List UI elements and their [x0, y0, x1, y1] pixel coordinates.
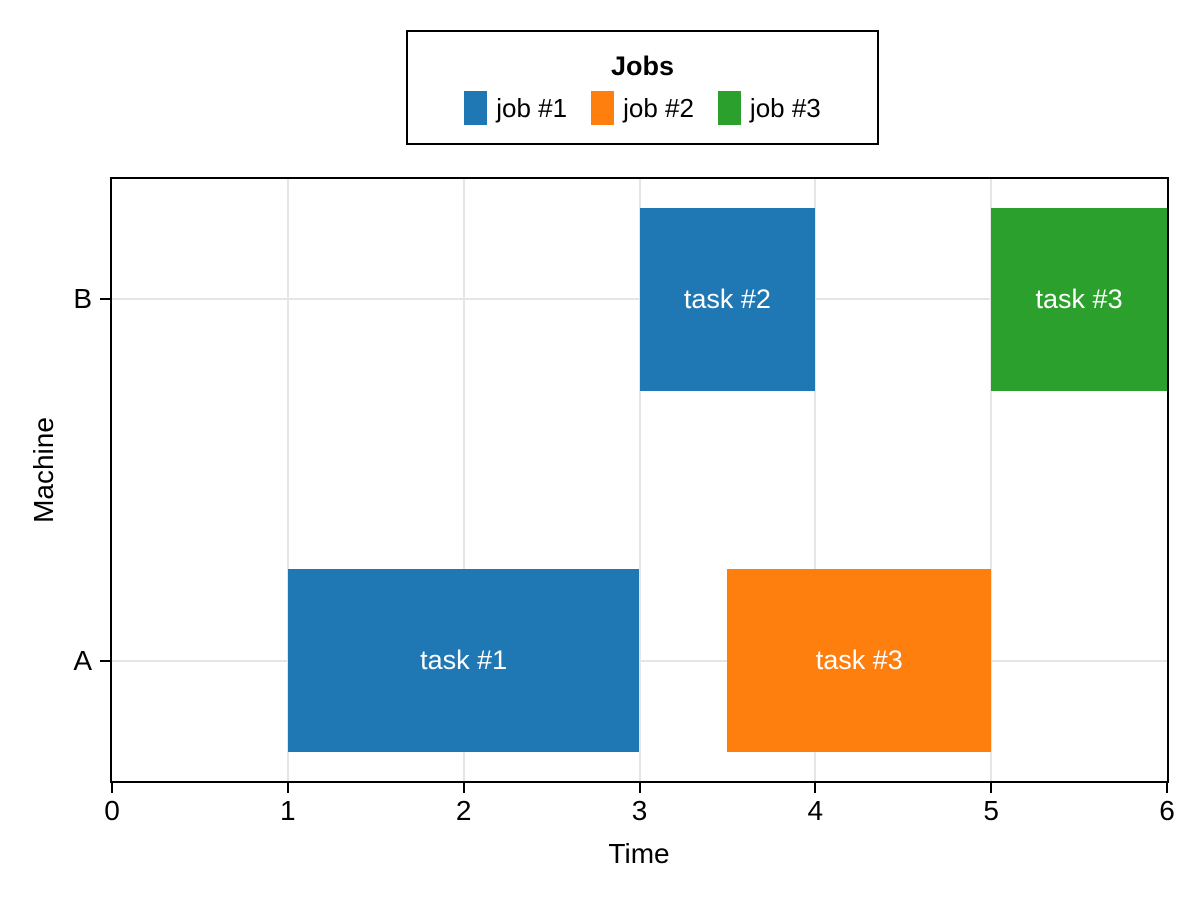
- x-tick-mark: [1166, 783, 1168, 793]
- x-tick-mark: [111, 783, 113, 793]
- legend-item-label: job #3: [749, 92, 821, 123]
- legend-swatch-icon: [717, 91, 741, 126]
- task-bar: task #1: [287, 569, 640, 753]
- x-gridline: [990, 179, 993, 781]
- x-tick-label: 4: [807, 795, 824, 826]
- task-bar-label: task #2: [683, 283, 771, 314]
- legend-item: job #2: [591, 91, 694, 126]
- y-tick-label: B: [73, 283, 92, 315]
- x-tick-mark: [286, 783, 289, 793]
- legend-item-label: job #1: [496, 92, 568, 123]
- y-tick-mark: [100, 659, 110, 662]
- plot-area: task #1 task #3 task #2 task #3: [110, 177, 1169, 783]
- legend-item: job #1: [464, 91, 568, 126]
- legend: Jobs job #1 job #2 job #3: [406, 30, 879, 145]
- x-tick-mark: [638, 783, 641, 793]
- legend-swatch-icon: [464, 91, 488, 126]
- x-gridline: [286, 179, 289, 781]
- y-gridline: [112, 659, 1167, 662]
- x-gridline: [462, 179, 465, 781]
- x-tick-mark: [990, 783, 993, 793]
- x-tick-label: 2: [455, 795, 472, 826]
- task-bar-label: task #1: [420, 645, 508, 676]
- x-tick-label: 0: [104, 795, 120, 826]
- x-tick-label: 6: [1159, 795, 1175, 826]
- x-gridline: [638, 179, 641, 781]
- x-axis-title: Time: [608, 838, 670, 869]
- legend-item-label: job #2: [623, 92, 694, 123]
- x-tick-mark: [462, 783, 465, 793]
- x-gridline: [814, 179, 817, 781]
- task-bar-label: task #3: [815, 645, 903, 676]
- y-tick-label: A: [73, 644, 92, 676]
- y-tick-mark: [100, 298, 110, 301]
- task-bar: task #3: [727, 569, 992, 753]
- x-tick-label: 1: [280, 795, 296, 826]
- task-bar: task #2: [639, 207, 816, 391]
- task-bar-label: task #3: [1035, 283, 1123, 314]
- legend-item: job #3: [717, 91, 821, 126]
- legend-title: Jobs: [610, 50, 675, 81]
- task-bar: task #3: [991, 207, 1167, 391]
- x-tick-label: 3: [631, 795, 648, 826]
- legend-swatch-icon: [591, 91, 615, 126]
- y-axis-title: Machine: [28, 417, 59, 523]
- legend-items: job #1 job #2 job #3: [464, 91, 821, 126]
- x-tick-label: 5: [983, 795, 999, 826]
- x-tick-mark: [814, 783, 817, 793]
